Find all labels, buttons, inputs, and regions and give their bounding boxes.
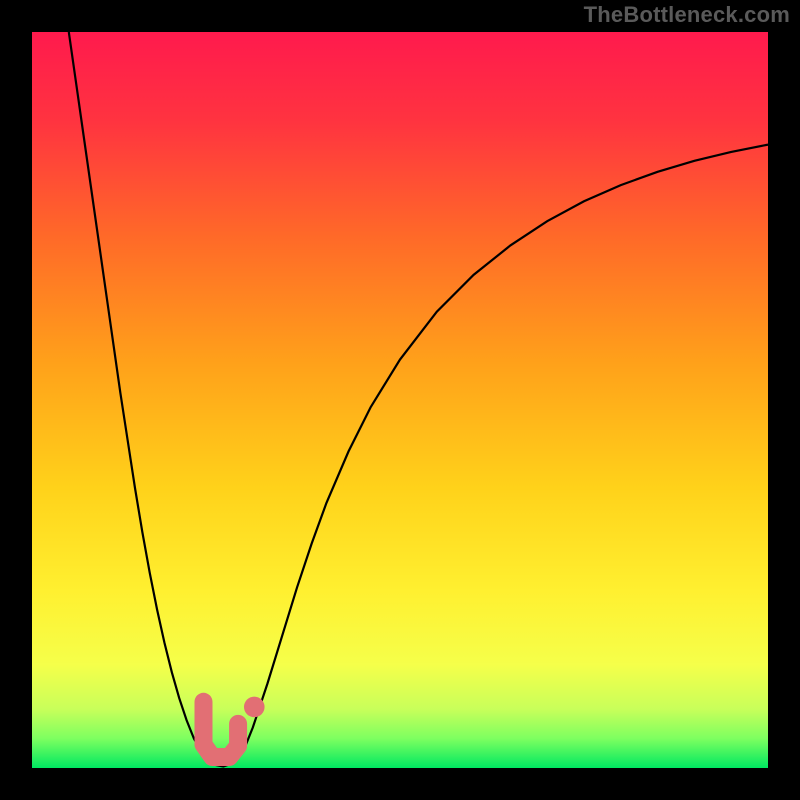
bottleneck-chart-root: { "source_watermark": { "text": "TheBott… xyxy=(0,0,800,800)
plot-background-gradient xyxy=(32,32,768,768)
highlight-dot-marker xyxy=(244,697,265,718)
source-watermark: TheBottleneck.com xyxy=(584,2,790,28)
bottleneck-chart-svg xyxy=(0,0,800,800)
plot-area xyxy=(32,32,768,768)
